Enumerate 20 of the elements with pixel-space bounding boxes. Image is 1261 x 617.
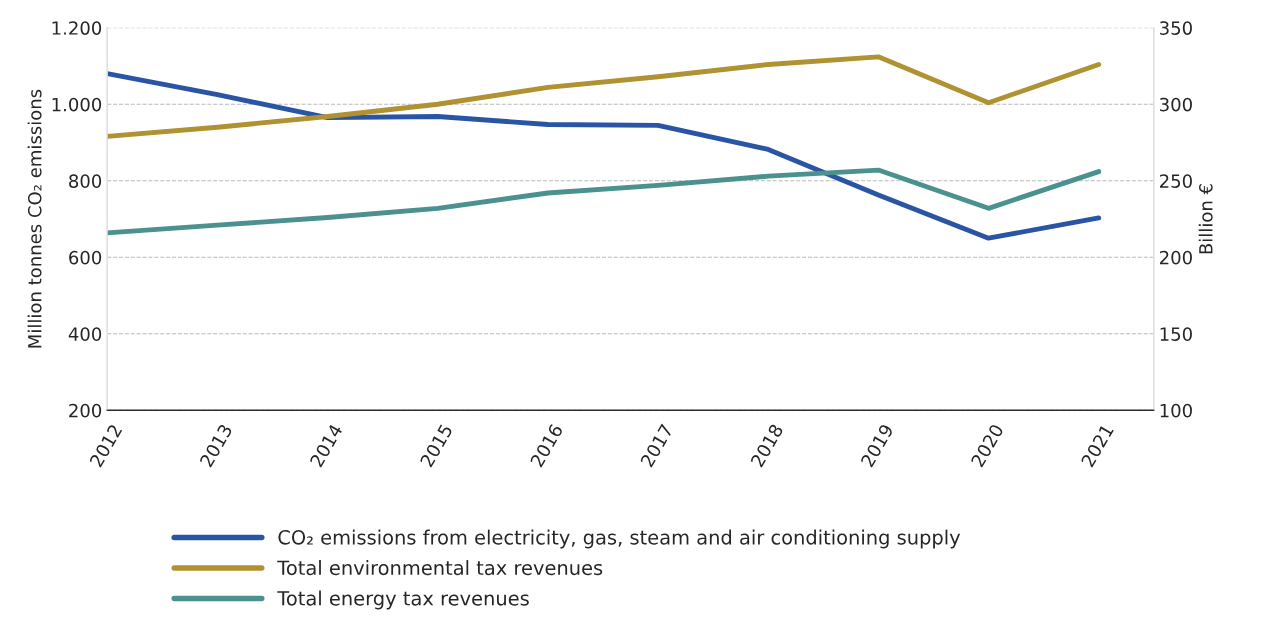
- y2-tick-label: 250: [1160, 174, 1192, 188]
- line-series: [107, 54, 1102, 139]
- y-tick-label: 1.200: [52, 21, 102, 35]
- y-tick-label: 600: [69, 250, 102, 265]
- legend-label: Total environmental tax revenues: [277, 560, 603, 576]
- line-series: [107, 71, 1102, 241]
- y-tick-label: 200: [69, 403, 102, 418]
- y-tick-label: 800: [69, 174, 102, 188]
- line-series: [107, 167, 1102, 236]
- y-tick-label: 400: [68, 327, 102, 341]
- y-tick-label: 1.000: [52, 97, 102, 112]
- y2-tick-label: 100: [1160, 403, 1192, 418]
- y-axis-title: Million tonnes CO₂ emissions: [27, 89, 42, 348]
- y2-tick-label: 300: [1160, 97, 1192, 112]
- y2-tick-label: 150: [1160, 327, 1192, 341]
- legend-label: Total energy tax revenues: [277, 590, 529, 610]
- y2-axis-title: Billion €: [1198, 184, 1213, 254]
- y2-tick-label: 200: [1160, 250, 1192, 265]
- legend-label: CO₂ emissions from electricity, gas, steam and air conditioning supply: [278, 529, 961, 549]
- y2-tick-label: 350: [1160, 21, 1192, 35]
